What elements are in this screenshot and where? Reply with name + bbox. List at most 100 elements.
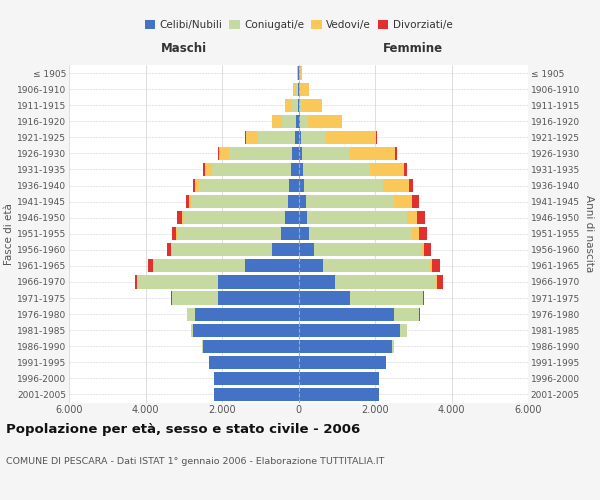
Bar [191,324,299,337]
Bar [245,130,299,144]
Bar [209,356,299,369]
Bar [202,340,299,353]
Bar [299,292,350,304]
Bar [214,372,299,385]
Bar [289,179,299,192]
Bar [370,163,404,176]
Bar [214,372,299,385]
Bar [299,243,314,256]
Bar [172,243,299,256]
Bar [193,179,299,192]
Bar [299,308,394,320]
Bar [212,163,299,176]
Text: COMUNE DI PESCARA - Dati ISTAT 1° gennaio 2006 - Elaborazione TUTTITALIA.IT: COMUNE DI PESCARA - Dati ISTAT 1° gennai… [6,458,385,466]
Bar [172,292,299,304]
Bar [202,340,299,353]
Bar [220,147,299,160]
Bar [292,147,299,160]
Bar [193,324,299,337]
Bar [214,372,299,385]
Bar [383,179,409,192]
Bar [417,211,425,224]
Bar [246,130,299,144]
Bar [350,147,395,160]
Bar [394,195,412,208]
Bar [299,340,392,353]
Bar [214,388,299,401]
Bar [392,340,394,353]
Bar [134,276,299,288]
Bar [209,356,299,369]
Bar [323,260,430,272]
Bar [299,356,386,369]
Bar [184,211,299,224]
Bar [299,211,307,224]
Bar [298,98,299,112]
Legend: Celibi/Nubili, Coniugati/e, Vedovi/e, Divorziati/e: Celibi/Nubili, Coniugati/e, Vedovi/e, Di… [143,18,454,32]
Bar [167,243,299,256]
Bar [412,195,419,208]
Bar [299,98,302,112]
Y-axis label: Fasce di età: Fasce di età [4,203,14,264]
Bar [285,211,299,224]
Bar [199,179,299,192]
Bar [299,276,335,288]
Bar [395,147,397,160]
Bar [190,195,299,208]
Bar [314,243,421,256]
Bar [306,195,394,208]
Bar [299,372,379,385]
Bar [299,130,301,144]
Bar [296,82,299,96]
Bar [300,82,308,96]
Bar [177,211,299,224]
Bar [282,114,299,128]
Bar [137,276,299,288]
Bar [138,276,299,288]
Bar [285,98,299,112]
Text: Femmine: Femmine [383,42,443,54]
Bar [178,227,299,240]
Bar [176,227,299,240]
Bar [437,276,443,288]
Bar [182,211,299,224]
Bar [421,243,424,256]
Text: Maschi: Maschi [161,42,207,54]
Bar [432,260,440,272]
Bar [299,195,306,208]
Bar [424,243,431,256]
Bar [299,82,300,96]
Bar [288,195,299,208]
Bar [304,179,383,192]
Bar [302,147,350,160]
Bar [245,260,299,272]
Bar [202,340,299,353]
Bar [209,356,299,369]
Bar [152,260,299,272]
Bar [272,114,299,128]
Text: Popolazione per età, sesso e stato civile - 2006: Popolazione per età, sesso e stato civil… [6,422,360,436]
Bar [293,82,299,96]
Bar [203,163,299,176]
Bar [412,227,419,240]
Bar [205,163,299,176]
Bar [299,147,302,160]
Bar [299,163,303,176]
Bar [299,324,400,337]
Bar [436,276,437,288]
Bar [302,98,322,112]
Bar [172,292,299,304]
Bar [172,292,299,304]
Bar [209,356,299,369]
Bar [394,308,419,320]
Bar [303,163,370,176]
Bar [259,130,299,144]
Bar [187,308,299,320]
Bar [309,227,412,240]
Bar [430,260,432,272]
Bar [218,276,299,288]
Bar [195,308,299,320]
Bar [298,66,299,80]
Bar [195,179,299,192]
Bar [293,82,299,96]
